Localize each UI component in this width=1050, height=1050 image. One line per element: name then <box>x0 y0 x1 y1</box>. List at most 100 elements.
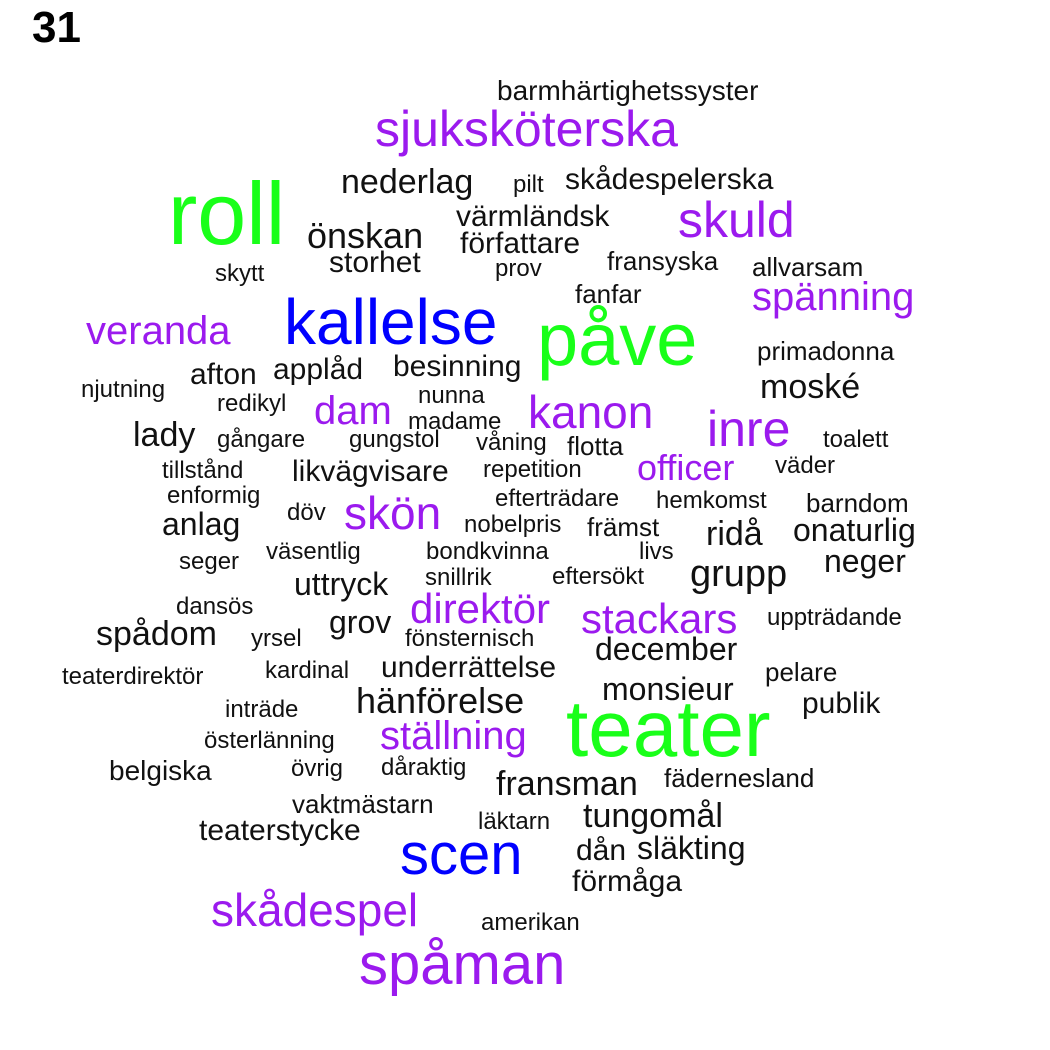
word-grupp: grupp <box>690 553 788 595</box>
word-eftersokt: eftersökt <box>552 563 645 590</box>
word-hanforelse: hänförelse <box>356 680 525 721</box>
word-hemkomst: hemkomst <box>656 487 767 514</box>
word-slakting: släkting <box>637 830 746 866</box>
word-gungstol: gungstol <box>349 426 440 453</box>
word-vaktmastarn: vaktmästarn <box>292 789 434 819</box>
word-pelare: pelare <box>765 657 838 687</box>
word-inre: inre <box>707 401 791 457</box>
word-fanfar: fanfar <box>575 279 642 309</box>
word-applad: applåd <box>273 353 364 386</box>
word-redikyl: redikyl <box>217 390 287 417</box>
word-dam: dam <box>314 389 392 433</box>
word-stackars: stackars <box>581 595 738 642</box>
word-seger: seger <box>179 548 240 575</box>
word-anlag: anlag <box>162 506 241 542</box>
word-teaterstycke: teaterstycke <box>199 814 361 847</box>
word-dansos: dansös <box>176 593 254 620</box>
word-direktor: direktör <box>410 585 551 632</box>
word-laktarn: läktarn <box>478 808 551 835</box>
word-repetition: repetition <box>483 456 582 483</box>
word-grov: grov <box>329 604 392 640</box>
word-fadernesland: fädernesland <box>664 763 815 793</box>
word-belgiska: belgiska <box>109 755 212 786</box>
word-njutning: njutning <box>81 376 166 403</box>
word-spadom: spådom <box>96 615 217 653</box>
word-stallning: ställning <box>380 714 527 758</box>
word-underrattelse: underrättelse <box>381 651 557 684</box>
word-madame: madame <box>408 408 502 435</box>
word-upptradande: uppträdande <box>767 604 902 631</box>
word-fransyska: fransyska <box>607 246 719 276</box>
word-skuld: skuld <box>678 192 795 248</box>
word-lady: lady <box>133 416 196 454</box>
word-flotta: flotta <box>567 431 624 461</box>
word-ovrig: övrig <box>291 755 344 782</box>
word-storhet: storhet <box>329 246 421 279</box>
word-rida: ridå <box>706 515 763 553</box>
word-pave: påve <box>537 298 698 381</box>
word-officer: officer <box>637 447 735 488</box>
word-barmhartighetssyster: barmhärtighetssyster <box>497 75 759 106</box>
word-amerikan: amerikan <box>481 909 580 936</box>
word-livs: livs <box>639 538 674 565</box>
word-monsieur: monsieur <box>602 671 734 707</box>
word-uttryck: uttryck <box>294 566 389 602</box>
word-onskan: önskan <box>307 215 424 256</box>
word-prov: prov <box>495 255 542 282</box>
word-scen: scen <box>400 822 523 887</box>
word-teaterdirektor: teaterdirektör <box>62 663 204 690</box>
word-neger: neger <box>824 543 906 579</box>
word-sjukskoterska: sjuksköterska <box>375 101 678 157</box>
word-likvagvisare: likvägvisare <box>292 455 449 488</box>
word-snillrik: snillrik <box>425 564 492 591</box>
word-tillstand: tillstånd <box>162 457 244 484</box>
word-eftertradare: efterträdare <box>495 485 620 512</box>
word-roll: roll <box>168 164 286 263</box>
word-nobelpris: nobelpris <box>464 511 562 538</box>
word-gangare: gångare <box>217 426 306 453</box>
word-spaman: spåman <box>359 932 566 997</box>
word-bondkvinna: bondkvinna <box>426 538 549 565</box>
word-framst: främst <box>587 512 660 542</box>
word-allvarsam: allvarsam <box>752 252 864 282</box>
word-toalett: toalett <box>823 426 889 453</box>
word-pilt: pilt <box>513 171 544 198</box>
word-kanon: kanon <box>528 386 654 438</box>
word-moske: moské <box>760 368 861 406</box>
word-kardinal: kardinal <box>265 657 350 684</box>
page-number: 31 <box>32 3 81 52</box>
word-fonsternisch: fönsternisch <box>405 625 535 652</box>
word-onaturlig: onaturlig <box>793 512 916 548</box>
word-teater: teater <box>566 684 771 773</box>
word-skon: skön <box>344 487 442 539</box>
word-december: december <box>595 631 738 667</box>
word-vasentlig: väsentlig <box>266 538 361 565</box>
word-afton: afton <box>190 358 257 391</box>
word-enformig: enformig <box>167 482 261 509</box>
word-fransman: fransman <box>496 765 638 803</box>
word-barndom: barndom <box>806 488 909 518</box>
word-yrsel: yrsel <box>251 625 302 652</box>
word-skadespel: skådespel <box>211 884 419 936</box>
word-intrade: inträde <box>225 696 299 723</box>
word-besinning: besinning <box>393 350 522 383</box>
word-skadespelerska: skådespelerska <box>565 163 774 196</box>
word-nunna: nunna <box>418 382 485 409</box>
word-skytt: skytt <box>215 260 265 287</box>
word-osterlanning: österlänning <box>204 727 335 754</box>
word-publik: publik <box>802 687 881 720</box>
word-dov: döv <box>287 499 326 526</box>
word-veranda: veranda <box>86 309 231 353</box>
word-dan: dån <box>576 834 627 867</box>
word-varmlandsk: värmländsk <box>456 200 610 233</box>
word-daraktig: dåraktig <box>381 754 467 781</box>
word-formaga: förmåga <box>572 865 683 898</box>
word-vader: väder <box>775 452 836 479</box>
word-vaning: våning <box>476 429 547 456</box>
word-kallelse: kallelse <box>284 286 498 358</box>
word-spanning: spänning <box>752 275 915 319</box>
word-nederlag: nederlag <box>341 163 474 201</box>
word-forfattare: författare <box>460 227 581 260</box>
word-primadonna: primadonna <box>757 336 895 366</box>
